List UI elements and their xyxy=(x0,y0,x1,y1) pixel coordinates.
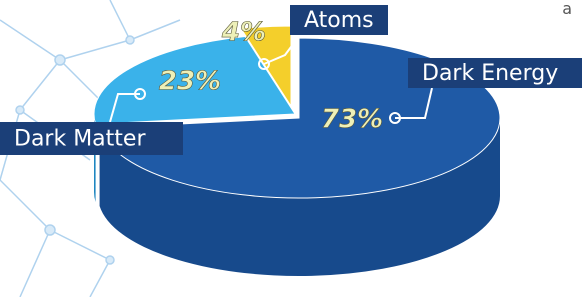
chart: Dark Energy 73% Dark Matter 23% Atoms 4% a xyxy=(0,0,582,297)
category-label: Dark Energy xyxy=(422,61,558,86)
category-label: Atoms xyxy=(304,8,374,33)
value-label: 23% xyxy=(159,67,221,97)
category-label: Dark Matter xyxy=(14,127,146,152)
value-label: 73% xyxy=(321,105,383,135)
value-label: 4% xyxy=(221,18,266,48)
corner-text: a xyxy=(562,0,572,18)
